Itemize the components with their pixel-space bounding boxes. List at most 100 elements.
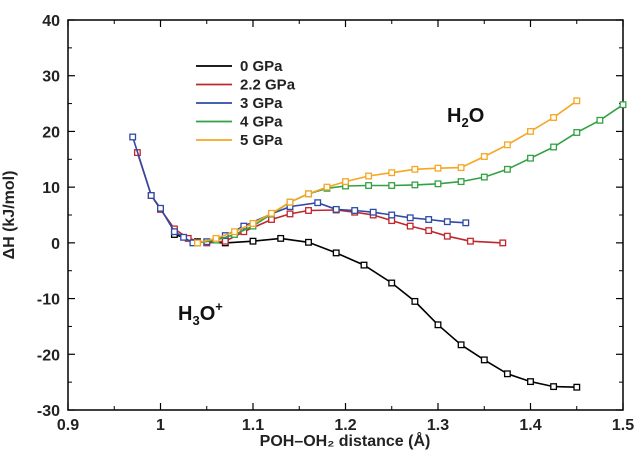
data-point — [596, 116, 604, 124]
data-point — [434, 164, 442, 172]
y-tick-label: 20 — [42, 124, 60, 141]
x-tick-label: 0.9 — [57, 417, 79, 434]
data-point — [573, 383, 581, 391]
data-point — [480, 153, 488, 160]
data-point — [365, 182, 373, 189]
data-point — [305, 238, 312, 246]
data-point — [157, 204, 164, 212]
data-point — [425, 216, 433, 223]
series-3-GPa — [129, 133, 470, 247]
data-point — [457, 164, 465, 172]
y-tick-label: 0 — [51, 236, 60, 253]
data-point — [434, 180, 442, 188]
data-point — [619, 101, 627, 109]
data-point — [323, 183, 331, 191]
y-tick-label: -20 — [37, 347, 60, 364]
x-tick-label: 1.3 — [427, 417, 449, 434]
tick-marks — [67, 19, 624, 411]
data-point — [305, 190, 312, 198]
data-point — [351, 207, 359, 214]
data-point — [527, 154, 534, 162]
data-point — [503, 370, 511, 378]
data-point — [305, 207, 312, 214]
data-point — [550, 114, 558, 121]
data-point — [388, 279, 396, 287]
data-point — [466, 237, 474, 245]
data-point — [231, 228, 238, 236]
y-tick-label: 30 — [42, 69, 60, 86]
data-point — [277, 234, 285, 242]
series-0-GPa — [170, 231, 581, 391]
data-point — [194, 239, 201, 247]
data-point — [388, 169, 396, 177]
plot-frame — [67, 19, 624, 411]
data-point — [249, 219, 257, 227]
data-point — [147, 192, 155, 199]
data-point — [550, 143, 558, 151]
data-point — [388, 182, 396, 189]
data-point — [462, 219, 470, 227]
data-point — [342, 178, 349, 186]
data-point — [212, 234, 220, 242]
series-line — [136, 152, 503, 244]
legend-label: 3 GPa — [240, 95, 283, 112]
data-point — [527, 378, 534, 386]
data-point — [406, 222, 414, 230]
legend-label: 2.2 GPa — [240, 77, 296, 94]
data-point — [411, 181, 419, 189]
data-point — [365, 172, 373, 180]
data-point — [550, 383, 558, 391]
data-point — [425, 227, 433, 235]
data-point — [503, 141, 511, 149]
svg-text:H2O: H2O — [447, 105, 484, 130]
data-point — [434, 321, 442, 329]
data-point — [249, 237, 257, 245]
y-axis-title: ΔH (kJ/mol) — [1, 171, 18, 260]
data-point — [332, 205, 340, 213]
annotation-h3o-plus: H3O+ — [178, 299, 223, 328]
legend-label: 0 GPa — [240, 58, 283, 75]
data-series — [129, 97, 627, 391]
legend-label: 5 GPa — [240, 132, 283, 149]
x-tick-label: 1.1 — [242, 417, 264, 434]
data-point — [314, 199, 322, 207]
data-point — [411, 297, 419, 305]
data-point — [221, 237, 229, 245]
x-axis-title: POH–OH₂ distance (Å) — [260, 431, 431, 450]
data-point — [268, 216, 275, 223]
tick-labels: 0.9 1 1.1 1.2 1.3 1.4 1.5 -30 -20 -10 0 10 20 30 40 — [37, 13, 634, 434]
data-point — [170, 228, 178, 236]
data-point — [499, 239, 507, 247]
data-point — [388, 211, 396, 219]
data-point — [406, 214, 414, 222]
data-point — [480, 356, 488, 364]
data-point — [268, 209, 275, 217]
series-2_2-GPa — [133, 149, 507, 247]
series-line — [174, 233, 577, 388]
data-point — [457, 178, 465, 186]
svg-text:H3O+: H3O+ — [178, 299, 223, 328]
data-point — [369, 208, 377, 216]
x-tick-label: 1.2 — [334, 417, 356, 434]
x-tick-label: 1.5 — [612, 417, 634, 434]
data-point — [388, 217, 396, 225]
series-5-GPa — [194, 97, 581, 247]
data-point — [411, 165, 419, 173]
y-tick-label: -10 — [37, 292, 60, 309]
data-point — [457, 341, 465, 349]
data-point — [286, 210, 294, 218]
x-tick-label: 1 — [156, 417, 165, 434]
data-point — [443, 218, 451, 226]
y-tick-label: 40 — [42, 13, 60, 30]
data-point — [360, 261, 368, 269]
data-point — [480, 173, 488, 181]
data-point — [443, 232, 451, 240]
legend-label: 4 GPa — [240, 114, 283, 131]
data-point — [573, 97, 581, 105]
data-point — [286, 198, 294, 206]
y-tick-label: 10 — [42, 180, 60, 197]
data-point — [527, 127, 534, 135]
x-tick-label: 1.4 — [519, 417, 541, 434]
